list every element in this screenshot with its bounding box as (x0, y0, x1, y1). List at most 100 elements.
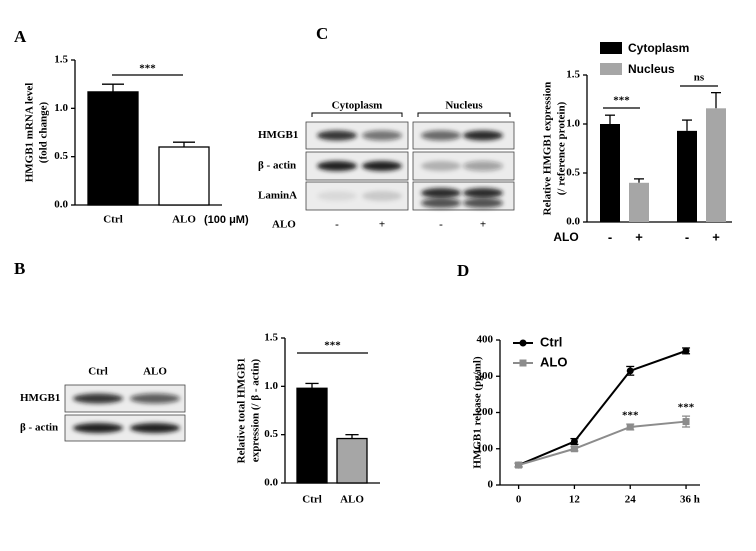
legend-label: Nucleus (628, 62, 675, 76)
blot-row-label: LaminA (258, 190, 297, 202)
x-tick-label: 24 (625, 494, 637, 506)
y-tick-label: 1.5 (566, 69, 580, 81)
blot-row-label: β - actin (258, 160, 296, 172)
significance: *** (613, 95, 630, 107)
blot-band (463, 198, 503, 208)
blot-band (317, 161, 357, 171)
bar (677, 130, 697, 222)
blot-lane-label: Ctrl (88, 366, 108, 378)
blot-band (421, 188, 461, 198)
legend-marker (519, 359, 527, 367)
panel-label: D (457, 261, 469, 280)
significance: *** (678, 402, 695, 414)
y-tick-label: 0.0 (566, 216, 580, 228)
x-axis-label: ALO (553, 230, 578, 244)
y-tick-label: 0.5 (54, 150, 68, 162)
blot-band (463, 188, 503, 198)
bar (158, 146, 210, 206)
blot-group-label: Nucleus (445, 100, 483, 112)
blot-lane-label: - (439, 219, 443, 231)
significance: *** (622, 410, 639, 422)
blot-lane-label: + (480, 219, 486, 231)
point (626, 367, 634, 375)
point (626, 423, 634, 431)
legend-label: Cytoplasm (628, 41, 689, 55)
blot-band (421, 161, 461, 171)
blot-band (317, 191, 357, 201)
y-tick-label: 100 (477, 442, 494, 454)
y-axis-label: expression (/ β - actin) (250, 358, 262, 462)
blot-band (421, 198, 461, 208)
y-axis-label: HMGB1 release (pg/ml) (472, 356, 484, 469)
blot-band (130, 423, 180, 433)
y-tick-label: 0.0 (54, 199, 68, 211)
point (682, 418, 690, 426)
legend-swatch (600, 42, 622, 54)
y-tick-label: 1.0 (54, 102, 68, 114)
blot-lane-label: ALO (143, 366, 167, 378)
significance: *** (139, 63, 156, 75)
blot-band (362, 130, 402, 141)
blot-row-label: β - actin (20, 422, 58, 434)
y-tick-label: 1.0 (566, 118, 580, 130)
blot-bracket (311, 112, 403, 117)
y-axis-label: HMGB1 mRNA level (24, 83, 36, 183)
significance: ns (694, 72, 705, 84)
x-tick-label: 0 (516, 494, 522, 506)
blot-group-label: Cytoplasm (332, 100, 383, 112)
panel-label: C (316, 24, 328, 43)
x-tick-label: - (608, 229, 612, 244)
x-tick-label: Ctrl (103, 214, 123, 226)
blot-band (463, 130, 503, 141)
y-axis-label: (fold change) (38, 101, 50, 163)
x-tick-label: - (685, 229, 689, 244)
y-tick-label: 300 (477, 370, 494, 382)
blot-band (463, 161, 503, 171)
blot-band (362, 161, 402, 171)
blot-treatment-label: ALO (272, 219, 296, 231)
y-tick-label: 0.5 (566, 167, 580, 179)
blot-band (421, 130, 461, 141)
legend-swatch (600, 63, 622, 75)
blot-band (73, 393, 123, 404)
blot-bracket (417, 112, 511, 117)
point (515, 461, 523, 469)
bar (600, 124, 620, 222)
panel-label: A (14, 27, 27, 46)
point (570, 438, 578, 445)
blot-band (317, 130, 357, 141)
legend-marker (519, 339, 527, 347)
y-tick-label: 1.0 (264, 380, 278, 392)
blot-band (73, 423, 123, 433)
y-axis-label: Relative total HMGB1 (236, 358, 248, 464)
bar (629, 182, 649, 222)
bar (296, 387, 328, 484)
blot-band (362, 191, 402, 201)
blot-row-label: HMGB1 (20, 392, 60, 404)
x-tick-label: + (635, 229, 643, 244)
blot-band (130, 393, 180, 404)
x-tick-label: ALO (172, 214, 196, 226)
y-axis-label: Relative HMGB1 expression (542, 82, 554, 216)
x-tick-label: ALO (340, 494, 364, 506)
y-tick-label: 200 (477, 406, 494, 418)
bar (87, 91, 139, 206)
x-tick-label: 12 (569, 494, 581, 506)
series-line (518, 420, 687, 467)
y-tick-label: 1.5 (54, 54, 68, 66)
y-axis-label: (/ reference protein) (556, 101, 568, 195)
y-tick-label: 400 (477, 334, 494, 346)
legend-label: Ctrl (540, 334, 562, 349)
panel-label: B (14, 259, 25, 278)
y-tick-label: 1.5 (264, 332, 278, 344)
significance: *** (324, 340, 341, 352)
x-tick-label: 36 h (680, 494, 700, 506)
bar (336, 437, 368, 484)
x-tick-label: + (712, 229, 720, 244)
legend-label: ALO (540, 354, 567, 369)
x-tick-label: Ctrl (302, 494, 322, 506)
y-tick-label: 0 (488, 479, 494, 491)
bar (706, 108, 726, 222)
blot-row-label: HMGB1 (258, 129, 298, 141)
